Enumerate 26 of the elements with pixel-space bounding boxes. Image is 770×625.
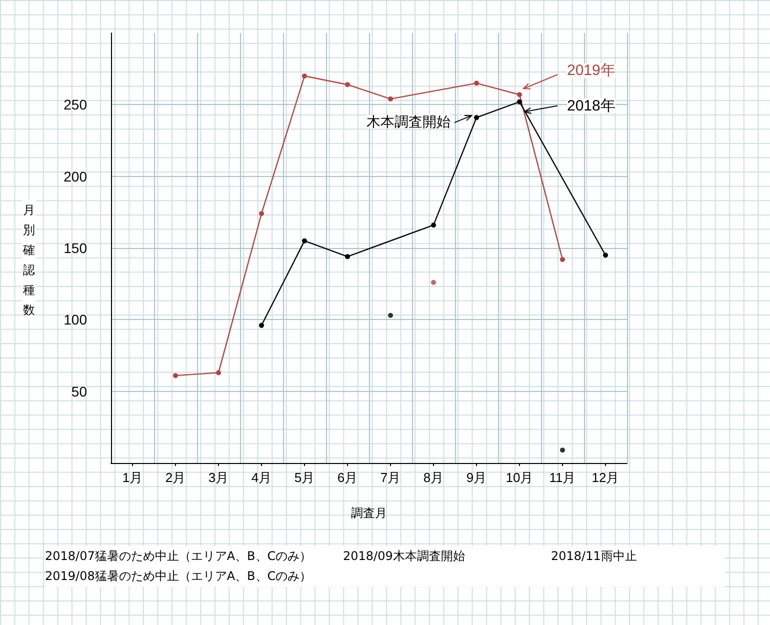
x-tick-label: 9月: [466, 470, 487, 485]
x-tick-label: 1月: [122, 470, 143, 485]
x-axis-title: 調査月: [351, 506, 387, 520]
x-tick-label: 7月: [380, 470, 401, 485]
x-tick-label: 4月: [251, 470, 272, 485]
x-tick-label: 8月: [423, 470, 444, 485]
y-tick-label: 50: [71, 383, 88, 400]
y-tick-label: 100: [64, 312, 88, 328]
x-tick-label: 5月: [294, 470, 315, 485]
x-tick-label: 2月: [165, 470, 186, 485]
y-tick-label: 250: [64, 96, 88, 113]
text: 2019/08猛暑のため中止（エリアA、B、Cのみ）: [45, 568, 313, 585]
x-tick-label: 12月: [592, 470, 620, 485]
x-tick-label: 10月: [506, 470, 534, 485]
x-tick-label: 6月: [337, 470, 358, 485]
text: 2019年: [567, 62, 616, 80]
text: 2018/07猛暑のため中止（エリアA、B、Cのみ）: [45, 548, 313, 565]
y-tick-label: 150: [64, 240, 88, 256]
text: 2018/09木本調査開始: [343, 548, 466, 565]
x-tick-label: 11月: [549, 470, 576, 485]
y-axis-title: 月別確認種数: [22, 200, 36, 320]
annotation: 木本調査開始: [366, 114, 450, 130]
y-tick-label: 200: [64, 168, 88, 184]
text: 2018/11雨中止: [551, 548, 638, 565]
x-tick-label: 3月: [208, 470, 229, 485]
legend-label: 2018年: [567, 97, 616, 114]
